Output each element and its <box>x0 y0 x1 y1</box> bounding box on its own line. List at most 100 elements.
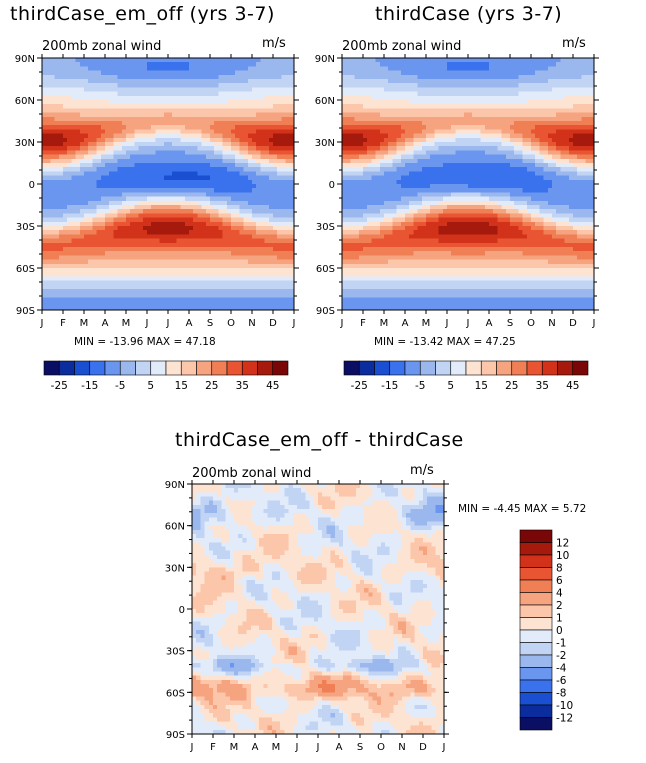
contour-cell <box>117 137 123 143</box>
contour-cell <box>476 112 482 118</box>
contour-cell <box>426 142 431 147</box>
contour-cell <box>130 238 135 244</box>
contour-cell <box>568 95 574 101</box>
contour-cell <box>256 87 261 93</box>
contour-cell <box>522 83 528 88</box>
contour-cell <box>126 150 131 156</box>
contour-cell <box>117 247 123 252</box>
contour-cell <box>568 125 574 130</box>
contour-cell <box>468 91 473 97</box>
contour-cell <box>363 137 368 143</box>
contour-cell <box>105 293 110 298</box>
contour-cell <box>54 226 60 231</box>
contour-cell <box>134 234 140 240</box>
contour-cell <box>239 217 245 223</box>
contour-cell <box>226 87 232 93</box>
contour-cell <box>75 179 81 185</box>
contour-cell <box>138 280 144 286</box>
contour-cell <box>231 230 236 235</box>
contour-cell <box>54 154 60 160</box>
contour-cell <box>405 112 410 118</box>
contour-cell <box>518 100 524 105</box>
contour-cell <box>392 91 398 97</box>
contour-cell <box>109 242 114 248</box>
contour-cell <box>260 184 266 189</box>
contour-cell <box>252 154 257 160</box>
contour-cell <box>79 163 85 168</box>
contour-cell <box>285 79 291 84</box>
contour-cell <box>277 247 282 252</box>
contour-cell <box>218 133 224 139</box>
contour-cell <box>214 276 219 282</box>
contour-cell <box>226 179 232 185</box>
contour-cell <box>468 137 473 143</box>
contour-cell <box>130 200 135 206</box>
contour-cell <box>151 146 156 151</box>
contour-cell <box>581 142 587 147</box>
contour-cell <box>121 87 127 93</box>
contour-cell <box>67 221 72 227</box>
contour-cell <box>71 79 77 84</box>
contour-cell <box>75 263 81 269</box>
contour-cell <box>117 238 123 244</box>
contour-cell <box>281 196 287 202</box>
contour-cell <box>168 226 173 231</box>
contour-cell <box>277 280 282 286</box>
contour-cell <box>147 305 152 311</box>
contour-cell <box>585 125 591 130</box>
contour-cell <box>585 112 591 118</box>
contour-cell <box>281 129 287 135</box>
contour-cell <box>459 133 465 139</box>
contour-cell <box>371 108 377 114</box>
contour-cell <box>163 129 169 135</box>
contour-cell <box>451 66 456 72</box>
contour-cell <box>235 247 240 252</box>
contour-cell <box>568 74 574 80</box>
contour-cell <box>71 116 77 122</box>
contour-cell <box>92 87 98 93</box>
contour-cell <box>75 184 81 189</box>
contour-cell <box>180 242 186 248</box>
contour-cell <box>247 167 253 172</box>
contour-cell <box>239 108 245 114</box>
contour-cell <box>50 154 56 160</box>
contour-cell <box>514 74 519 80</box>
contour-cell <box>371 66 377 72</box>
contour-cell <box>539 74 545 80</box>
contour-cell <box>522 129 528 135</box>
contour-cell <box>379 104 385 109</box>
contour-cell <box>113 58 119 63</box>
contour-cell <box>180 200 186 206</box>
contour-cell <box>214 234 219 240</box>
contour-cell <box>239 121 245 126</box>
contour-cell <box>358 91 364 97</box>
contour-cell <box>581 116 587 122</box>
contour-cell <box>354 121 360 126</box>
contour-cell <box>277 104 282 109</box>
contour-cell <box>285 95 291 101</box>
contour-cell <box>189 217 194 223</box>
contour-cell <box>79 142 85 147</box>
contour-cell <box>342 66 347 72</box>
contour-cell <box>63 62 68 67</box>
contour-cell <box>130 259 135 265</box>
contour-cell <box>222 125 228 130</box>
contour-cell <box>42 259 47 265</box>
contour-cell <box>121 268 127 273</box>
contour-cell <box>79 104 85 109</box>
contour-cell <box>193 163 198 168</box>
contour-cell <box>63 171 68 177</box>
contour-cell <box>58 133 64 139</box>
contour-cell <box>442 129 448 135</box>
contour-cell <box>138 74 144 80</box>
contour-cell <box>176 284 182 290</box>
contour-cell <box>105 179 110 185</box>
contour-cell <box>268 221 274 227</box>
contour-cell <box>67 154 72 160</box>
contour-cell <box>142 293 148 298</box>
contour-cell <box>256 171 261 177</box>
contour-cell <box>151 184 156 189</box>
contour-cell <box>289 251 295 256</box>
contour-cell <box>476 74 482 80</box>
contour-cell <box>218 289 224 294</box>
